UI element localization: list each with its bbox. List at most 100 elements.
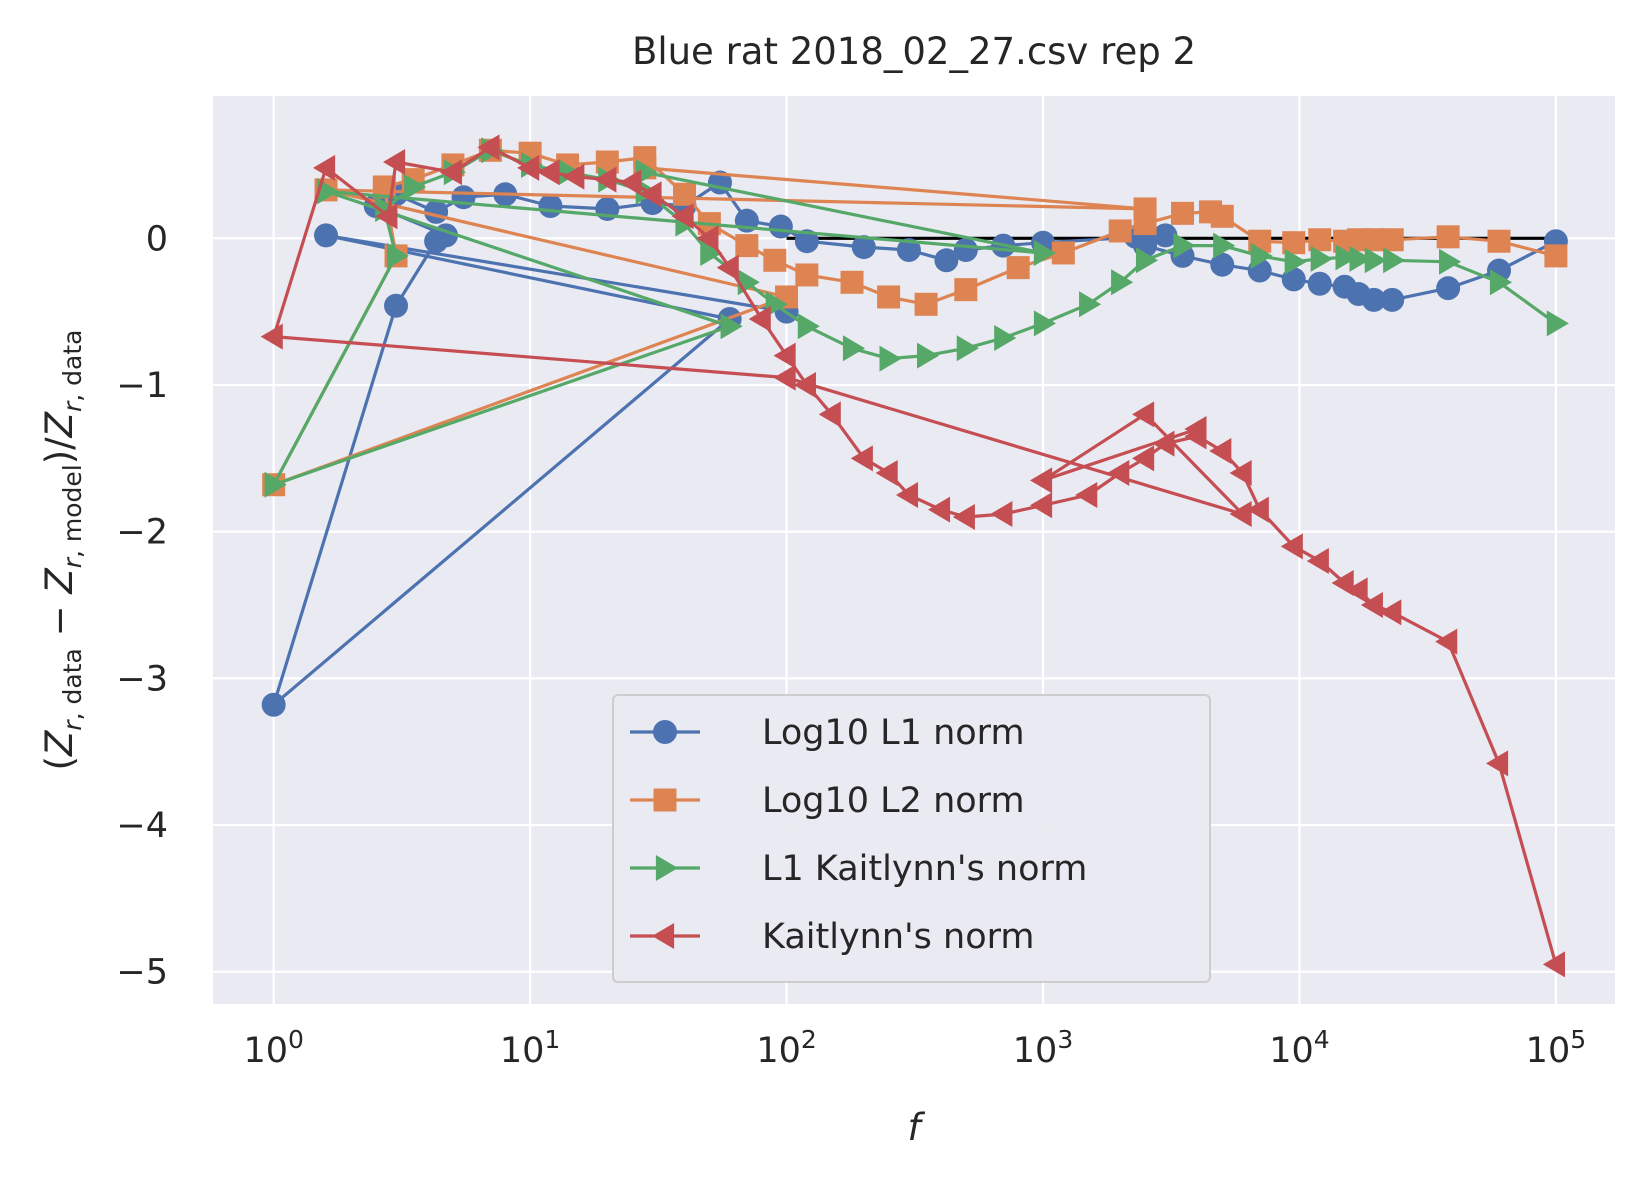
data-point — [1380, 287, 1405, 312]
data-point — [375, 203, 398, 230]
data-point — [875, 459, 898, 486]
data-point — [1345, 577, 1368, 604]
data-point — [1213, 232, 1236, 259]
data-point — [1284, 248, 1307, 275]
data-point — [264, 471, 287, 498]
data-point — [927, 496, 951, 523]
data-point — [1209, 437, 1232, 464]
data-point — [895, 481, 919, 508]
y-tick-label: 0 — [146, 219, 168, 259]
data-point — [1133, 197, 1157, 221]
data-point — [639, 181, 662, 208]
data-point — [879, 345, 902, 372]
data-point — [386, 242, 410, 269]
legend-box — [612, 694, 1211, 983]
data-point — [914, 292, 938, 316]
data-point — [1364, 247, 1387, 274]
data-point — [1132, 401, 1155, 428]
data-point — [954, 278, 978, 302]
data-point — [439, 159, 463, 186]
data-point — [1383, 247, 1406, 274]
data-point — [1332, 274, 1357, 299]
data-point — [795, 263, 819, 287]
data-point — [1310, 245, 1333, 272]
data-point — [424, 199, 449, 224]
data-point — [313, 154, 336, 181]
data-point — [1331, 570, 1354, 597]
data-point — [558, 159, 581, 186]
data-point — [1229, 459, 1252, 486]
chart-title: Blue rat 2018_02_27.csv rep 2 — [632, 30, 1196, 73]
data-point — [261, 692, 286, 717]
series-line — [272, 148, 1557, 487]
data-point — [735, 234, 759, 258]
legend-item: L1 Kaitlynn's norm — [630, 849, 1087, 889]
data-point — [619, 169, 642, 196]
legend-marker — [653, 788, 677, 812]
data-point — [773, 342, 796, 369]
data-point — [1199, 200, 1223, 224]
data-point — [1435, 628, 1458, 655]
legend-marker — [652, 923, 675, 949]
data-point — [794, 229, 819, 254]
data-point — [1152, 430, 1175, 457]
y-tick-labels: 0 −1 −2 −3 −4 −5 — [116, 219, 168, 992]
data-point — [797, 313, 820, 340]
data-point — [1184, 415, 1207, 442]
data-point — [896, 238, 921, 263]
data-point — [424, 229, 449, 254]
data-point — [990, 501, 1013, 528]
legend-label: L1 Kaitlynn's norm — [762, 849, 1087, 889]
data-point — [1033, 310, 1057, 337]
x-tick-label: 105 — [1526, 1025, 1586, 1071]
data-point — [1229, 501, 1252, 528]
y-tick-label: −3 — [116, 659, 168, 699]
data-point — [1033, 239, 1057, 266]
data-point — [1210, 252, 1235, 277]
x-tick-label: 100 — [243, 1025, 303, 1071]
data-point — [748, 305, 771, 332]
legend-item: Log10 L1 norm — [630, 713, 1025, 753]
data-point — [594, 166, 617, 193]
legend: Log10 L1 norm Log10 L2 norm L1 Kaitlynn's … — [612, 694, 1211, 983]
data-point — [1153, 223, 1178, 248]
data-point — [842, 335, 866, 362]
data-point — [673, 182, 697, 206]
data-point — [451, 185, 476, 210]
data-point — [384, 293, 409, 318]
data-point — [1306, 548, 1329, 575]
data-point — [1360, 592, 1383, 619]
data-point — [404, 173, 427, 200]
data-point — [877, 285, 901, 309]
data-point — [1436, 276, 1461, 301]
data-point — [916, 342, 940, 369]
data-point — [1250, 242, 1273, 269]
data-point — [260, 323, 283, 350]
data-point — [477, 134, 500, 161]
x-tick-label: 103 — [1013, 1025, 1073, 1071]
data-point — [1349, 245, 1372, 272]
legend-item: Log10 L2 norm — [630, 781, 1025, 821]
data-point — [773, 364, 796, 391]
legend-label: Log10 L1 norm — [762, 713, 1025, 753]
data-point — [1439, 248, 1462, 275]
data-point — [1542, 951, 1566, 978]
series-4 — [260, 134, 1566, 978]
data-point — [934, 248, 959, 273]
data-point — [952, 503, 975, 530]
data-point — [1281, 267, 1306, 292]
data-point — [1380, 228, 1404, 252]
data-point — [314, 223, 339, 248]
data-point — [793, 371, 816, 398]
data-point — [956, 335, 979, 362]
data-point — [383, 149, 406, 176]
data-point — [768, 214, 793, 239]
data-point — [1546, 310, 1569, 337]
data-point — [1307, 271, 1332, 296]
y-tick-label: −1 — [116, 366, 168, 406]
x-tick-label: 104 — [1269, 1025, 1329, 1071]
data-point — [1135, 247, 1159, 274]
y-axis-label: (Zr, data − Zr, model)/Zr, data — [38, 330, 87, 771]
data-point — [1171, 201, 1195, 225]
